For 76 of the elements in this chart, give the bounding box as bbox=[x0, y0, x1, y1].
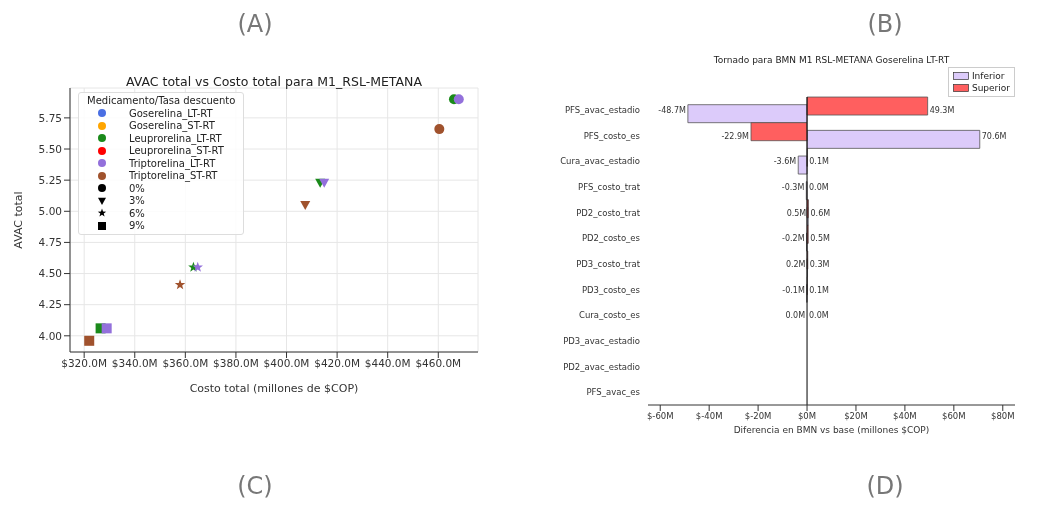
x-tick-label: $420.0M bbox=[314, 357, 361, 370]
data-label: -48.7M bbox=[658, 105, 686, 115]
text: (D) bbox=[865, 472, 905, 500]
data-label: -3.6M bbox=[773, 157, 797, 167]
y-tick-label: Cura_avac_estadio bbox=[560, 156, 640, 167]
data-label: 0.0M bbox=[809, 182, 829, 192]
x-tick-label: $80M bbox=[990, 411, 1015, 422]
legend-label: Inferior bbox=[971, 71, 1005, 81]
y-tick-label: 5.00 bbox=[38, 205, 62, 218]
legend-label: 6% bbox=[129, 207, 145, 219]
legend-label: Goserelina_ST-RT bbox=[129, 120, 215, 132]
text: (C) bbox=[236, 472, 274, 500]
chart-title: AVAC total vs Costo total para M1_RSL-METANA bbox=[125, 74, 423, 89]
x-tick-label: $-60M bbox=[646, 411, 674, 422]
y-tick-label: 4.50 bbox=[38, 267, 62, 280]
data-label: 0.1M bbox=[809, 285, 829, 295]
y-tick-label: 4.75 bbox=[38, 236, 62, 249]
y-tick-label: PFS_avac_estadio bbox=[564, 104, 640, 115]
data-label: -0.3M bbox=[781, 182, 805, 192]
x-tick-label: $320.0M bbox=[61, 357, 108, 370]
data-label: 0.5M bbox=[786, 208, 807, 218]
x-tick-label: $0M bbox=[797, 411, 817, 422]
x-tick-label: $-20M bbox=[744, 411, 772, 422]
legend-label: Triptorelina_LT-RT bbox=[129, 157, 216, 169]
y-tick-label: 5.50 bbox=[38, 142, 62, 155]
legend-label: Leuprorelina_ST-RT bbox=[129, 145, 224, 157]
y-tick-label: Cura_costo_es bbox=[578, 310, 641, 321]
x-tick-label: $360.0M bbox=[162, 357, 209, 370]
data-label: 0.2M bbox=[785, 259, 806, 269]
x-tick-label: $20M bbox=[844, 411, 868, 422]
legend-label: 3% bbox=[129, 195, 145, 207]
data-label: 70.6M bbox=[981, 131, 1007, 141]
legend-label: 0% bbox=[129, 182, 145, 194]
y-tick-label: 5.75 bbox=[38, 111, 62, 124]
x-tick-label: $40M bbox=[893, 411, 917, 422]
y-tick-label: PD3_avac_estadio bbox=[563, 335, 640, 346]
x-tick-label: $380.0M bbox=[213, 357, 259, 370]
x-axis-title: Diferencia en BMN vs base (millones $COP) bbox=[733, 425, 930, 435]
data-label: -22.9M bbox=[721, 131, 750, 141]
data-label: -0.1M bbox=[782, 285, 805, 295]
y-tick-label: 5.25 bbox=[38, 173, 62, 186]
chart-title: Tornado para BMN M1 RSL-METANA Goserelina LT-RT bbox=[712, 55, 951, 65]
x-tick-label: $400.0M bbox=[263, 357, 310, 370]
legend-label: 9% bbox=[129, 220, 145, 232]
x-tick-label: $340.0M bbox=[111, 357, 158, 370]
x-tick-label: $60M bbox=[942, 411, 966, 422]
y-tick-label: PD2_costo_trat bbox=[576, 207, 641, 218]
y-tick-label: PD3_costo_trat bbox=[576, 258, 641, 269]
legend-label: Leuprorelina_LT-RT bbox=[129, 132, 222, 144]
y-tick-label: 4.25 bbox=[38, 298, 62, 311]
data-label: 0.0M bbox=[785, 311, 806, 321]
data-label: 0.0M bbox=[809, 311, 829, 321]
y-tick-label: PD3_costo_es bbox=[581, 284, 641, 295]
y-tick-label: PFS_costo_es bbox=[583, 130, 641, 141]
legend-title: Medicamento/Tasa descuento bbox=[87, 95, 236, 106]
y-tick-label: 4.00 bbox=[38, 329, 62, 342]
legend-label: Goserelina_LT-RT bbox=[129, 107, 213, 119]
x-tick-label: $440.0M bbox=[364, 357, 411, 370]
text: (B) bbox=[866, 10, 904, 38]
text: (A) bbox=[236, 10, 274, 38]
data-label: 0.1M bbox=[809, 157, 829, 167]
y-tick-label: PFS_avac_es bbox=[586, 387, 641, 398]
data-label: 0.5M bbox=[810, 234, 830, 244]
y-tick-label: PD2_costo_es bbox=[581, 233, 641, 244]
data-label: 0.6M bbox=[810, 208, 831, 218]
data-label: -0.2M bbox=[782, 234, 805, 244]
legend-label: Superior bbox=[971, 83, 1010, 93]
data-label: 49.3M bbox=[929, 105, 955, 115]
x-axis-title: Costo total (millones de $COP) bbox=[189, 382, 359, 395]
x-tick-label: $-40M bbox=[695, 411, 723, 422]
data-label: 0.3M bbox=[809, 259, 830, 269]
x-tick-label: $460.0M bbox=[415, 357, 462, 370]
y-tick-label: PD2_avac_estadio bbox=[563, 361, 640, 372]
y-tick-label: PFS_costo_trat bbox=[578, 181, 641, 192]
y-axis-title: AVAC total bbox=[11, 191, 25, 249]
legend-label: Triptorelina_ST-RT bbox=[129, 170, 218, 182]
